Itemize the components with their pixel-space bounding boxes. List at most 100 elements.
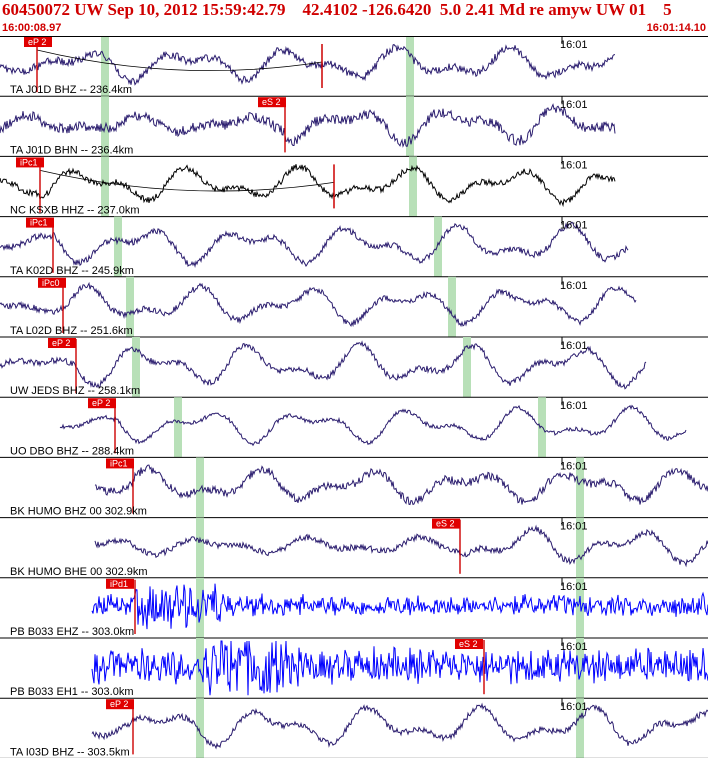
time-marker-label: 16:01 <box>560 641 588 653</box>
trace-row[interactable]: iPc1 16:01 NC KSXB HHZ -- 237.0km <box>0 156 708 218</box>
waveform <box>91 583 708 630</box>
station-label: UO DBO BHZ -- 288.4km <box>10 445 134 457</box>
analysis-window <box>434 216 442 277</box>
trace-row[interactable]: eP 2 16:01 TA J01D BHZ -- 236.4km <box>0 36 708 97</box>
analysis-window <box>409 156 417 217</box>
waveform <box>0 340 647 390</box>
time-marker-label: 16:01 <box>560 581 588 593</box>
trace-row[interactable]: eP 2 16:01 UO DBO BHZ -- 288.4km <box>0 397 708 458</box>
analysis-window <box>576 698 584 758</box>
analysis-window <box>576 457 584 518</box>
analysis-window <box>196 457 204 518</box>
station-label: BK HUMO BHE 00 302.9km <box>10 566 148 578</box>
phase-pick-box[interactable] <box>38 277 66 288</box>
trace-row[interactable]: iPc0 16:01 TA L02D BHZ -- 251.6km <box>0 276 708 338</box>
phase-pick-box[interactable] <box>106 458 134 469</box>
phase-pick-label: iPc1 <box>110 458 128 468</box>
station-label: TA I03D BHZ -- 303.5km <box>10 746 130 758</box>
time-marker-label: 16:01 <box>560 400 588 412</box>
phase-pick-box[interactable] <box>258 97 286 108</box>
time-marker-label: 16:01 <box>560 460 588 472</box>
analysis-window <box>132 337 140 398</box>
seismogram-panel[interactable]: eP 2 16:01 TA J01D BHZ -- 236.4km eS 2 16:01… <box>0 36 708 758</box>
phase-pick-label: eP 2 <box>92 398 110 408</box>
trace-row[interactable]: eP 2 16:01 UW JEDS BHZ -- 258.1km <box>0 337 708 398</box>
waveform <box>0 281 637 328</box>
waveform <box>0 164 616 208</box>
trace-row[interactable]: eS 2 16:01 PB B033 EH1 -- 303.0km <box>0 638 708 699</box>
station-label: TA L02D BHZ -- 251.6km <box>10 325 133 337</box>
phase-pick-label: eP 2 <box>52 338 70 348</box>
station-label: BK HUMO BHZ 00 302.9km <box>10 506 147 518</box>
phase-pick-label: eP 2 <box>28 37 46 47</box>
trace-row[interactable]: eP 2 16:01 TA I03D BHZ -- 303.5km <box>0 698 708 758</box>
time-marker-label: 16:01 <box>560 521 588 533</box>
phase-pick-box[interactable] <box>26 217 54 228</box>
waveform <box>91 640 708 696</box>
analysis-window <box>196 577 204 638</box>
phase-pick-box[interactable] <box>88 398 116 409</box>
phase-pick-label: eP 2 <box>110 699 128 709</box>
waveform <box>59 404 687 447</box>
phase-pick-label: eS 2 <box>436 519 455 529</box>
analysis-window <box>406 36 414 97</box>
trace-row[interactable]: eS 2 16:01 TA J01D BHN -- 236.4km <box>0 96 708 157</box>
trace-row[interactable]: iPc1 16:01 BK HUMO BHZ 00 302.9km <box>0 457 708 519</box>
analysis-window <box>196 698 204 758</box>
analysis-window <box>576 638 584 699</box>
waveform <box>0 221 629 268</box>
analysis-window <box>196 517 204 578</box>
phase-pick-label: iPd1 <box>110 579 128 589</box>
station-label: PB B033 EH1 -- 303.0km <box>10 686 134 698</box>
trace-row[interactable]: iPc1 16:01 TA K02D BHZ -- 245.9km <box>0 216 708 278</box>
station-label: NC KSXB HHZ -- 237.0km <box>10 205 140 217</box>
waveform <box>94 464 708 506</box>
waveform <box>0 43 616 86</box>
phase-pick-label: eS 2 <box>459 639 478 649</box>
analysis-window <box>406 96 414 157</box>
window-end-time: 16:01:14.10 <box>646 22 706 34</box>
analysis-window <box>576 517 584 578</box>
seismogram-canvas[interactable]: eP 2 16:01 TA J01D BHZ -- 236.4km eS 2 16:01… <box>0 36 708 758</box>
time-marker-label: 16:01 <box>560 159 588 171</box>
analysis-window <box>448 276 456 337</box>
analysis-window <box>114 216 122 277</box>
phase-pick-box[interactable] <box>106 578 134 589</box>
phase-pick-box[interactable] <box>106 699 134 710</box>
station-label: TA J01D BHZ -- 236.4km <box>10 84 132 96</box>
time-marker-label: 16:01 <box>560 340 588 352</box>
analysis-window <box>196 638 204 699</box>
analysis-window <box>174 397 182 458</box>
phase-pick-box[interactable] <box>432 518 460 529</box>
phase-pick-label: iPc1 <box>30 218 48 228</box>
analysis-window <box>101 36 109 97</box>
event-title: 60450072 UW Sep 10, 2012 15:59:42.79 42.… <box>2 0 672 19</box>
waveform <box>91 702 708 750</box>
window-start-time: 16:00:08.97 <box>2 22 62 34</box>
time-marker-label: 16:01 <box>560 220 588 232</box>
fit-curve <box>36 49 323 72</box>
phase-pick-label: iPc0 <box>42 278 60 288</box>
station-label: PB B033 EHZ -- 303.0km <box>10 626 134 638</box>
analysis-window <box>126 276 134 337</box>
trace-row[interactable]: iPd1 16:01 PB B033 EHZ -- 303.0km <box>0 577 708 639</box>
analysis-window <box>463 337 471 398</box>
phase-pick-box[interactable] <box>48 338 76 348</box>
phase-pick-box[interactable] <box>16 157 44 168</box>
waveform <box>94 524 708 568</box>
phase-pick-box[interactable] <box>24 37 52 47</box>
waveform <box>0 103 616 148</box>
station-label: TA J01D BHN -- 236.4km <box>10 144 133 156</box>
phase-pick-box[interactable] <box>455 639 483 649</box>
station-label: TA K02D BHZ -- 245.9km <box>10 265 134 277</box>
trace-row[interactable]: eS 2 16:01 BK HUMO BHE 00 302.9km <box>0 517 708 579</box>
analysis-window <box>576 577 584 638</box>
time-marker-label: 16:01 <box>560 701 588 713</box>
analysis-window <box>101 156 109 217</box>
time-marker-label: 16:01 <box>560 99 588 111</box>
phase-pick-label: eS 2 <box>262 97 281 107</box>
phase-pick-label: iPc1 <box>20 157 38 167</box>
event-header: 60450072 UW Sep 10, 2012 15:59:42.79 42.… <box>0 0 708 36</box>
station-label: UW JEDS BHZ -- 258.1km <box>10 385 140 397</box>
fit-curve <box>39 170 335 192</box>
